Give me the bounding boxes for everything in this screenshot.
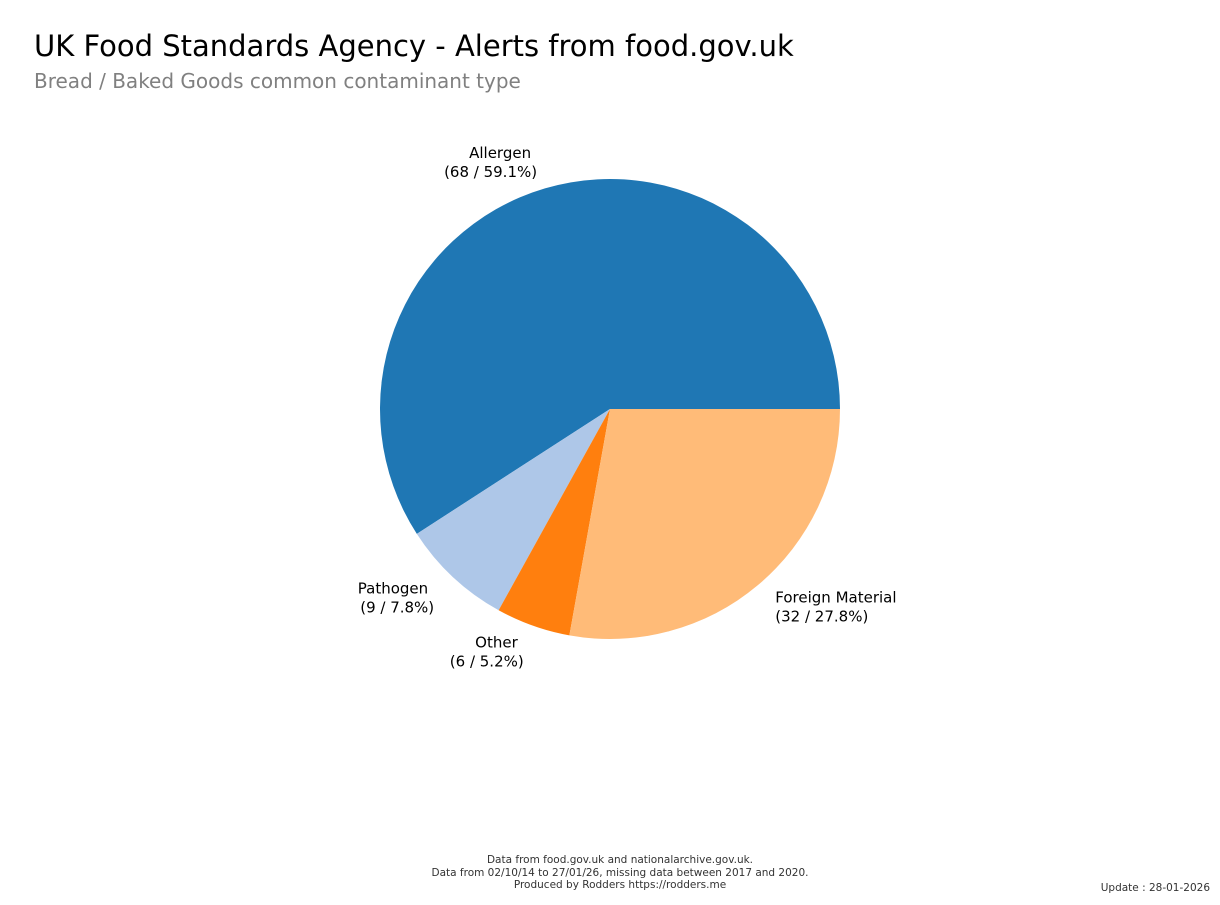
- slice-label-name: Foreign Material: [775, 589, 896, 607]
- footer-range-line: Data from 02/10/14 to 27/01/26, missing …: [431, 866, 809, 879]
- slice-label-allergen: Allergen (68 / 59.1%): [444, 144, 537, 181]
- slice-label-value: (9 / 7.8%): [360, 598, 434, 616]
- chart-title: UK Food Standards Agency - Alerts from f…: [34, 29, 794, 63]
- footer-source-line: Data from food.gov.uk and nationalarchiv…: [486, 854, 754, 866]
- slice-label-name: Pathogen: [358, 579, 428, 597]
- slice-label-value: (32 / 27.8%): [775, 608, 868, 626]
- slice-label-name: Allergen: [469, 144, 531, 162]
- pie-slice-other: [498, 409, 610, 636]
- slice-label-name: Other: [475, 634, 518, 652]
- slice-label-value: (68 / 59.1%): [444, 163, 537, 181]
- footer-credit-line: Produced by Rodders https://rodders.me: [513, 879, 727, 891]
- update-date: Update : 28-01-2026: [1100, 882, 1210, 894]
- slice-label-other: Other (6 / 5.2%): [450, 634, 524, 671]
- footer-notes: Data from food.gov.uk and nationalarchiv…: [410, 854, 830, 892]
- pie-slice-pathogen: [416, 409, 610, 611]
- chart-subtitle: Bread / Baked Goods common contaminant t…: [34, 69, 521, 93]
- slice-label-value: (6 / 5.2%): [450, 653, 524, 671]
- pie-slice-foreign-material: [569, 409, 840, 639]
- slice-label-pathogen: Pathogen (9 / 7.8%): [358, 579, 434, 616]
- pie-slice-allergen: [379, 178, 841, 534]
- slice-label-foreign-material: Foreign Material (32 / 27.8%): [775, 589, 896, 626]
